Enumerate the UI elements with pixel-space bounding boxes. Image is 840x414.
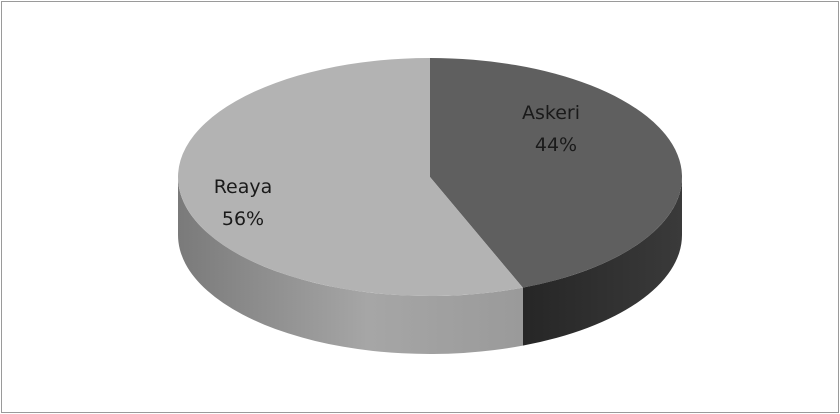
slice-label-reaya-value: 56% [222, 208, 264, 230]
pie-side-askeri [522, 177, 682, 346]
slice-label-askeri-value: 44% [535, 134, 577, 156]
pie-slice-reaya [178, 58, 523, 296]
pie-slice-askeri [430, 58, 683, 288]
slice-label-askeri-name: Askeri [522, 102, 580, 124]
pie-side-reaya [178, 177, 523, 355]
slice-label-reaya-name: Reaya [214, 176, 273, 198]
